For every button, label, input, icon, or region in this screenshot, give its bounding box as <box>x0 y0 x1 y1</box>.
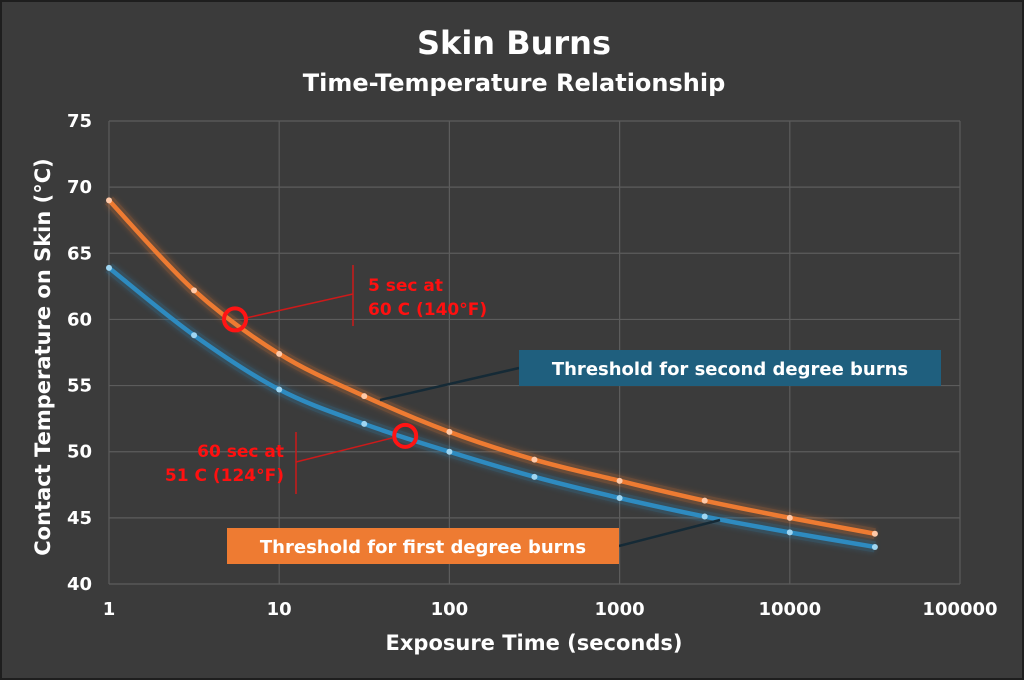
y-tick-label: 60 <box>67 309 92 330</box>
chart-title: Skin Burns <box>417 24 611 62</box>
second-degree-point <box>531 473 538 480</box>
series-layer <box>105 196 878 553</box>
x-tick-label: 10000 <box>758 599 821 620</box>
first-degree-point <box>786 514 793 521</box>
first-degree-point <box>276 350 283 357</box>
second-degree-point <box>616 495 623 502</box>
second-degree-point <box>276 386 283 393</box>
first-degree-point <box>361 393 368 400</box>
second-degree-point <box>361 420 368 427</box>
callout-5-sec-line1: 5 sec at <box>368 276 443 296</box>
y-tick-labels: 40 45 50 55 60 65 70 75 <box>67 111 92 595</box>
second-degree-box <box>519 350 941 386</box>
y-axis-title: Contact Temperature on Skin (°C) <box>31 158 55 556</box>
first-degree-label: Threshold for first degree burns <box>227 518 721 564</box>
y-tick-label: 45 <box>67 508 92 529</box>
first-degree-text: Threshold for first degree burns <box>260 537 586 558</box>
marker-5-sec <box>222 306 249 333</box>
first-degree-point <box>446 428 453 435</box>
second-degree-line <box>107 266 876 550</box>
second-degree-point <box>191 332 198 339</box>
first-degree-point <box>531 456 538 463</box>
x-tick-label: 1 <box>103 599 116 620</box>
second-degree-point <box>106 264 112 271</box>
y-tick-label: 50 <box>67 442 92 463</box>
marker-60-sec <box>392 422 419 449</box>
first-degree-point <box>106 197 112 204</box>
first-degree-leader <box>618 518 721 548</box>
second-degree-text: Threshold for second degree burns <box>552 359 908 380</box>
callout-60-sec-line2: 51 C (124°F) <box>165 466 284 486</box>
y-tick-label: 55 <box>67 376 92 397</box>
x-tick-label: 1000 <box>595 599 645 620</box>
callout-60-sec-line1: 60 sec at <box>197 442 284 462</box>
chart-subtitle: Time-Temperature Relationship <box>303 69 726 97</box>
x-axis-title: Exposure Time (seconds) <box>386 631 683 655</box>
x-tick-label: 10 <box>267 599 292 620</box>
callout-60-sec: 60 sec at 51 C (124°F) <box>165 432 393 494</box>
x-tick-label: 100 <box>431 599 469 620</box>
second-degree-point <box>786 529 793 536</box>
y-tick-label: 75 <box>67 111 92 132</box>
callout-5-sec-line2: 60 C (140°F) <box>368 300 487 320</box>
first-degree-point <box>701 497 708 504</box>
callout-5-sec: 5 sec at 60 C (140°F) <box>245 265 487 326</box>
callout-60-sec-leader <box>295 437 393 463</box>
y-tick-label: 70 <box>67 177 92 198</box>
second-degree-leader <box>379 366 520 402</box>
first-degree-line <box>107 198 876 536</box>
x-tick-label: 100000 <box>922 599 997 620</box>
callout-5-sec-leader <box>245 293 354 319</box>
first-degree-point <box>871 530 878 537</box>
y-tick-label: 40 <box>67 574 92 595</box>
first-degree-box <box>227 528 619 564</box>
second-degree-label: Threshold for second degree burns <box>379 350 941 402</box>
first-degree-point <box>191 287 198 294</box>
second-degree-point <box>446 448 453 455</box>
x-tick-labels: 1 10 100 1000 10000 100000 <box>103 599 998 620</box>
second-degree-point <box>871 543 878 550</box>
y-tick-label: 65 <box>67 243 92 264</box>
first-degree-point <box>616 477 623 484</box>
second-degree-point <box>701 513 708 520</box>
